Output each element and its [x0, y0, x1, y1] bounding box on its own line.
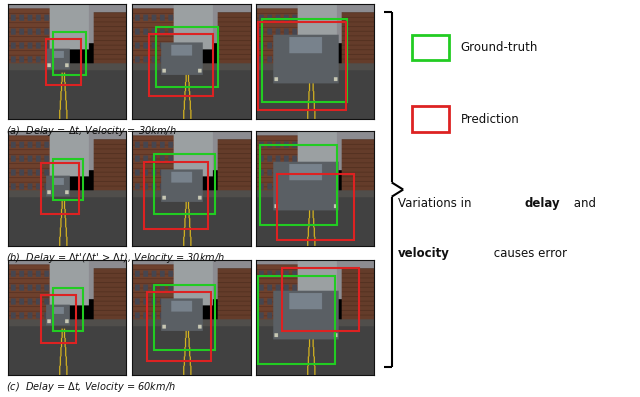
Bar	[145, 162, 208, 229]
Bar	[154, 285, 215, 350]
Bar	[45, 39, 81, 85]
Bar	[259, 22, 346, 110]
Bar	[282, 268, 359, 331]
Bar	[156, 27, 218, 87]
Text: (a)  $\mathit{Delay}$ = $\Delta$t, $\mathit{Velocity}$ = 30km/$\mathit{h}$: (a) $\mathit{Delay}$ = $\Delta$t, $\math…	[6, 124, 177, 138]
Text: Prediction: Prediction	[461, 113, 520, 125]
Bar	[412, 106, 449, 132]
Bar	[412, 35, 449, 60]
Text: Ground-truth: Ground-truth	[461, 41, 538, 54]
Bar	[147, 292, 211, 361]
Bar	[149, 34, 213, 96]
Bar	[41, 163, 79, 214]
Bar	[259, 276, 335, 364]
Text: Variations in: Variations in	[398, 197, 476, 210]
Bar	[52, 32, 86, 75]
Text: causes error: causes error	[490, 247, 568, 260]
Text: (c)  $\mathit{Delay}$ = $\Delta$t, $\mathit{Velocity}$ = 60km/$\mathit{h}$: (c) $\mathit{Delay}$ = $\Delta$t, $\math…	[6, 380, 176, 394]
Bar	[41, 295, 76, 343]
Text: velocity: velocity	[398, 247, 450, 260]
Bar	[277, 173, 355, 240]
Bar	[52, 288, 83, 331]
Text: delay: delay	[525, 197, 560, 210]
Bar	[260, 145, 337, 225]
Bar	[262, 19, 347, 102]
Bar	[154, 154, 215, 214]
Bar	[52, 159, 83, 200]
Text: (b)  $\mathit{Delay}$ = $\Delta$t'($\Delta$t' > $\Delta$t), $\mathit{Velocity}$ : (b) $\mathit{Delay}$ = $\Delta$t'($\Delt…	[6, 251, 225, 265]
Text: and: and	[570, 197, 596, 210]
